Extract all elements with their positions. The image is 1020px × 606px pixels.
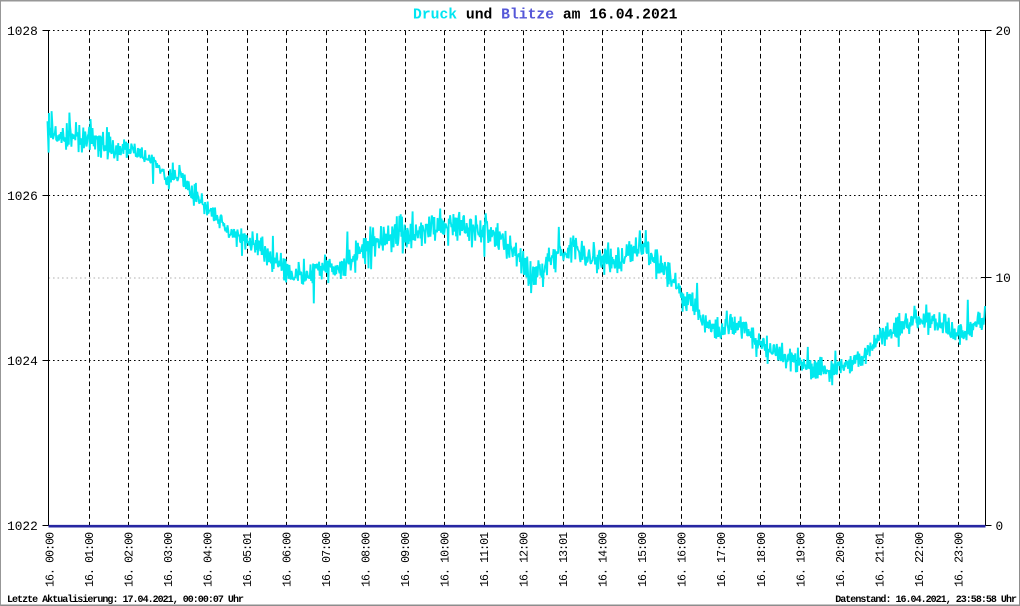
svg-text:16. 22:00: 16. 22:00: [914, 532, 927, 587]
svg-text:16. 07:00: 16. 07:00: [321, 532, 334, 587]
svg-text:16. 20:00: 16. 20:00: [835, 532, 848, 587]
svg-text:16. 08:00: 16. 08:00: [361, 532, 374, 587]
svg-text:1026: 1026: [7, 189, 38, 204]
svg-text:Druck und Blitze am 16.04.2021: Druck und Blitze am 16.04.2021: [413, 8, 678, 24]
svg-text:0: 0: [996, 519, 1004, 534]
svg-text:Letzte Aktualisierung: 17.04.2: Letzte Aktualisierung: 17.04.2021, 00:00…: [7, 594, 244, 606]
svg-text:16. 13:01: 16. 13:01: [558, 532, 571, 587]
svg-text:16. 11:01: 16. 11:01: [479, 532, 492, 587]
svg-text:10: 10: [996, 271, 1011, 286]
svg-text:16. 09:00: 16. 09:00: [400, 532, 413, 587]
svg-text:16. 15:00: 16. 15:00: [637, 532, 650, 587]
svg-text:1024: 1024: [7, 354, 38, 369]
svg-text:16. 12:00: 16. 12:00: [519, 532, 532, 587]
svg-text:16. 16:00: 16. 16:00: [677, 532, 690, 587]
svg-text:16. 23:00: 16. 23:00: [953, 532, 966, 587]
svg-text:16. 04:00: 16. 04:00: [203, 532, 216, 587]
svg-text:16. 10:00: 16. 10:00: [440, 532, 453, 587]
svg-text:16. 06:00: 16. 06:00: [282, 532, 295, 587]
svg-text:16. 21:01: 16. 21:01: [874, 532, 887, 587]
svg-text:16. 17:00: 16. 17:00: [716, 532, 729, 587]
svg-text:16. 00:00: 16. 00:00: [44, 532, 57, 587]
svg-text:Datenstand: 16.04.2021, 23:58:: Datenstand: 16.04.2021, 23:58:58 Uhr: [835, 594, 1017, 606]
svg-text:16. 02:00: 16. 02:00: [123, 532, 136, 587]
svg-text:16. 01:00: 16. 01:00: [84, 532, 97, 587]
svg-text:1022: 1022: [7, 519, 38, 534]
svg-text:1028: 1028: [7, 24, 38, 39]
svg-text:16. 03:00: 16. 03:00: [163, 532, 176, 587]
svg-text:16. 19:00: 16. 19:00: [795, 532, 808, 587]
svg-text:16. 14:00: 16. 14:00: [598, 532, 611, 587]
svg-text:16. 05:01: 16. 05:01: [242, 532, 255, 587]
svg-text:16. 18:00: 16. 18:00: [756, 532, 769, 587]
svg-text:20: 20: [996, 24, 1011, 39]
